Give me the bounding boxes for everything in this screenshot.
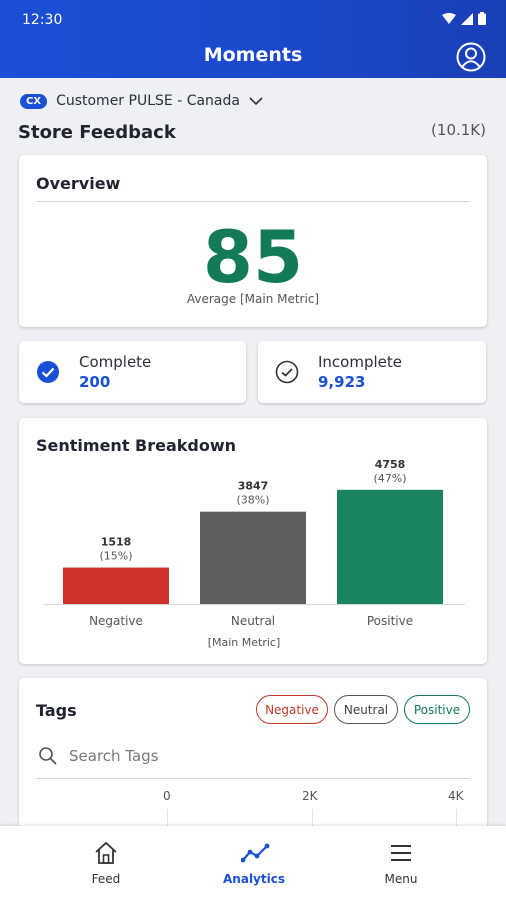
- overview-card: Overview 85 Average [Main Metric]: [19, 155, 487, 327]
- divider: [36, 778, 470, 779]
- wifi-icon: [442, 12, 456, 24]
- bottom-nav: Feed Analytics Menu: [0, 826, 506, 900]
- response-count: (10.1K): [431, 121, 486, 139]
- incomplete-label: Incomplete: [318, 353, 402, 371]
- filter-neutral[interactable]: Neutral: [334, 695, 398, 724]
- tags-card: Tags Negative Neutral Positive 0 2K 4K: [19, 678, 487, 839]
- cx-badge: CX: [20, 93, 48, 109]
- nav-analytics-label: Analytics: [223, 872, 285, 886]
- filter-negative[interactable]: Negative: [256, 695, 328, 724]
- filter-positive[interactable]: Positive: [404, 695, 470, 724]
- home-icon: [95, 841, 117, 864]
- program-selector[interactable]: CX Customer PULSE - Canada: [20, 93, 263, 109]
- x-axis-label: [Main Metric]: [208, 636, 281, 649]
- analytics-icon: [241, 843, 270, 863]
- data-label-value: 1518: [101, 536, 132, 549]
- status-icons: [442, 12, 486, 25]
- grid-line: [456, 809, 457, 839]
- search-icon: [39, 747, 57, 765]
- grid-line: [312, 809, 313, 839]
- grid-line: [167, 809, 168, 839]
- category-label: Neutral: [231, 614, 275, 628]
- program-name: Customer PULSE - Canada: [56, 93, 240, 109]
- data-label-percent: (15%): [99, 550, 132, 563]
- sentiment-chart: 1518(15%) Negative 3847(38%) Neutral 4758(47…: [43, 458, 465, 649]
- main-metric-value: 85: [202, 215, 304, 299]
- bar-negative: [63, 567, 169, 604]
- profile-icon[interactable]: [456, 42, 486, 72]
- incomplete-value: 9,923: [318, 373, 366, 391]
- status-time: 12:30: [22, 12, 63, 28]
- battery-icon: [478, 12, 486, 25]
- data-label-percent: (47%): [373, 472, 406, 485]
- data-label-value: 3847: [238, 480, 269, 493]
- check-circle-outline-icon: [275, 360, 299, 384]
- chevron-down-icon: [249, 97, 263, 106]
- axis-tick: 2K: [302, 789, 318, 803]
- axis-tick: 4K: [448, 789, 464, 803]
- category-label: Negative: [89, 614, 143, 628]
- nav-feed-label: Feed: [91, 872, 121, 886]
- main-metric-label: Average [Main Metric]: [186, 292, 320, 306]
- search-tags-input[interactable]: [69, 743, 469, 769]
- signal-icon: [461, 12, 473, 25]
- app-bar: 12:30 Moments: [0, 0, 506, 78]
- nav-analytics[interactable]: Analytics: [170, 826, 338, 900]
- divider: [36, 201, 470, 202]
- axis-tick: 0: [163, 789, 171, 803]
- data-label-value: 4758: [375, 458, 406, 471]
- menu-icon: [391, 845, 411, 861]
- app-title: Moments: [203, 44, 303, 66]
- bar-neutral: [200, 511, 306, 604]
- bar-positive: [337, 489, 443, 604]
- sentiment-title: Sentiment Breakdown: [36, 436, 237, 455]
- complete-card[interactable]: Complete 200: [19, 341, 246, 403]
- complete-value: 200: [79, 373, 111, 391]
- check-circle-filled-icon: [37, 361, 59, 383]
- nav-feed[interactable]: Feed: [22, 826, 190, 900]
- nav-menu[interactable]: Menu: [317, 826, 485, 900]
- data-label-percent: (38%): [236, 494, 269, 507]
- incomplete-card[interactable]: Incomplete 9,923: [258, 341, 486, 403]
- category-label: Positive: [367, 614, 413, 628]
- page-title: Store Feedback: [18, 122, 176, 143]
- sentiment-card: Sentiment Breakdown 1518 (15%) Negative 384…: [19, 418, 487, 664]
- nav-menu-label: Menu: [384, 872, 418, 886]
- tags-title: Tags: [36, 701, 77, 720]
- complete-label: Complete: [79, 353, 152, 371]
- overview-title: Overview: [36, 174, 121, 193]
